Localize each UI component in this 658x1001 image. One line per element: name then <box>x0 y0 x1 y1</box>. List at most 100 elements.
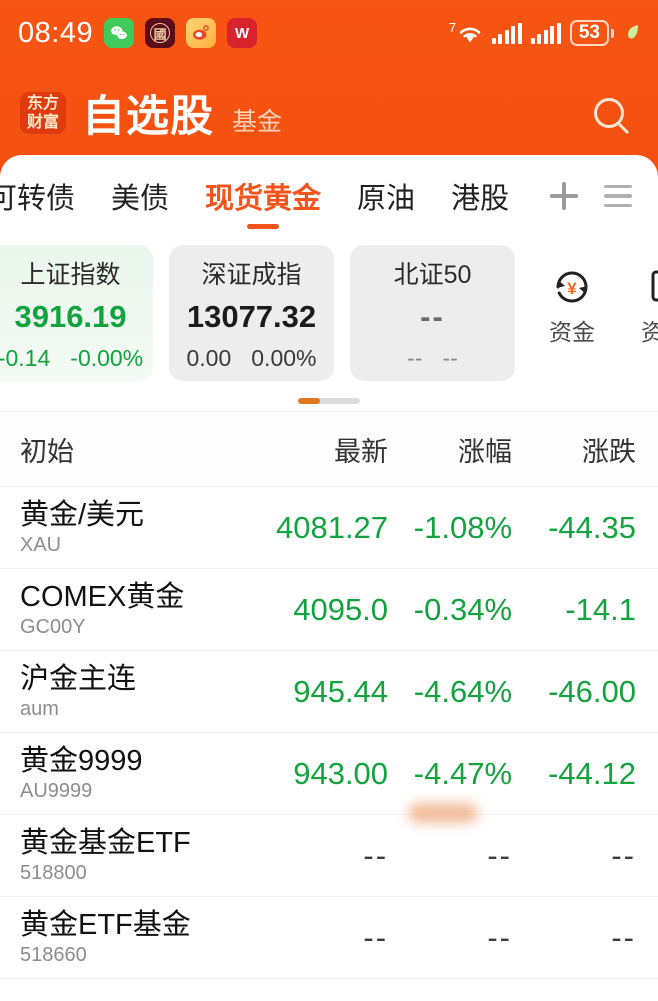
index-change: 0.00 <box>186 344 232 371</box>
row-name-group: 黄金基金ETF 518800 <box>0 826 264 885</box>
row-name: COMEX黄金 <box>20 581 185 613</box>
index-change: -- <box>407 344 423 371</box>
table-row[interactable]: COMEX黄金 GC00Y 4095.0 -0.34% -14.1 <box>0 569 658 651</box>
eastmoney-logo: 东方 财富 <box>20 92 66 134</box>
row-code: GC00Y <box>20 616 86 638</box>
row-code: XAU <box>20 534 62 556</box>
row-code: 518660 <box>20 944 87 966</box>
pager-track <box>298 398 360 404</box>
content-sheet: 可转债 美债 现货黄金 原油 港股 上证指数 3916.19 -0.14 -0.… <box>0 155 658 1001</box>
quick-action-label: 资金 <box>549 319 595 345</box>
menu-icon[interactable] <box>604 184 632 208</box>
row-code: aum <box>20 698 59 720</box>
tab-us-bonds[interactable]: 美债 <box>111 183 170 215</box>
search-button[interactable] <box>582 86 636 140</box>
row-change-val: -14.1 <box>565 591 636 627</box>
bank-app-icon: 國 <box>145 18 176 48</box>
logo-line-2: 财富 <box>26 114 59 131</box>
wps-icon: W <box>227 18 258 48</box>
row-latest: -- <box>363 919 389 955</box>
quick-action-funds[interactable]: ¥ 资金 <box>539 267 605 347</box>
row-change-pct: -0.34% <box>413 591 513 627</box>
table-header: 初始 最新 涨幅 涨跌 <box>0 411 658 487</box>
quick-actions: ¥ 资金 资讯 <box>539 245 658 347</box>
index-value: 13077.32 <box>186 298 317 334</box>
cards-pager[interactable] <box>0 391 658 411</box>
row-change-val: -44.12 <box>548 755 636 791</box>
row-latest: 943.00 <box>293 755 389 791</box>
row-change-val: -46.00 <box>548 673 636 709</box>
table-row[interactable]: 黄金9999 AU9999 943.00 -4.47% -44.12 <box>0 733 658 815</box>
quick-action-label: 资讯 <box>641 319 658 345</box>
app-header: 东方 财富 自选股 基金 <box>0 66 658 160</box>
row-change-val: -- <box>611 919 636 955</box>
row-name-group: 黄金/美元 XAU <box>0 498 264 557</box>
row-code: AU9999 <box>20 780 93 802</box>
fund-icon: ¥ <box>552 267 592 307</box>
row-code: 518800 <box>20 862 87 884</box>
row-name-group: 沪金主连 aum <box>0 662 264 721</box>
index-change-group: -0.14 -0.00% <box>0 345 143 372</box>
column-header-change-pct[interactable]: 涨幅 <box>458 436 513 467</box>
index-value: 3916.19 <box>14 298 127 334</box>
index-change-group: 0.00 0.00% <box>187 345 317 372</box>
table-row[interactable]: 沪金主连 aum 945.44 -4.64% -46.00 <box>0 651 658 733</box>
row-name: 黄金ETF基金 <box>20 909 191 941</box>
quick-action-news[interactable]: 资讯 <box>631 267 658 347</box>
table-row[interactable]: 黄金/美元 XAU 4081.27 -1.08% -44.35 <box>0 487 658 569</box>
row-name-group: 黄金9999 AU9999 <box>0 744 264 803</box>
row-change-pct: -1.08% <box>413 509 513 545</box>
row-name: 黄金基金ETF <box>20 827 191 859</box>
tab-convertible-bonds[interactable]: 可转债 <box>0 183 76 215</box>
battery-indicator: 53 <box>569 20 614 46</box>
index-name: 北证50 <box>393 260 472 289</box>
row-change-pct: -- <box>487 919 513 955</box>
tab-spot-gold[interactable]: 现货黄金 <box>187 155 339 237</box>
index-card-beijing50[interactable]: 北证50 -- -- -- <box>350 245 515 381</box>
row-latest: 945.44 <box>293 673 389 709</box>
status-clock: 08:49 <box>18 16 94 49</box>
index-name: 深证成指 <box>201 260 302 289</box>
index-card-shanghai[interactable]: 上证指数 3916.19 -0.14 -0.00% <box>0 245 153 381</box>
row-change-val: -- <box>611 837 636 873</box>
tab-hk-stocks[interactable]: 港股 <box>451 183 510 215</box>
index-value: -- <box>420 298 445 334</box>
row-latest: -- <box>363 837 389 873</box>
signal-bars-sim1 <box>491 22 522 44</box>
table-row[interactable]: 黄金ETF基金 518660 -- -- -- <box>0 897 658 979</box>
row-name-group: 黄金ETF基金 518660 <box>0 908 264 967</box>
signal-bars-sim2 <box>530 22 561 44</box>
news-icon <box>644 267 658 307</box>
battery-cap <box>611 28 614 38</box>
search-icon <box>594 98 624 128</box>
index-name: 上证指数 <box>20 260 121 289</box>
row-latest: 4095.0 <box>293 591 389 627</box>
add-tab-icon[interactable] <box>550 182 578 210</box>
column-header-latest[interactable]: 最新 <box>334 436 389 467</box>
row-change-pct: -- <box>487 837 513 873</box>
row-change-val: -44.35 <box>548 509 636 545</box>
pager-thumb <box>298 398 320 404</box>
row-name-group: COMEX黄金 GC00Y <box>0 580 264 639</box>
wifi-icon: 7 <box>449 20 483 44</box>
column-header-name[interactable]: 初始 <box>20 436 74 467</box>
row-name: 沪金主连 <box>20 663 137 695</box>
index-percent: -0.00% <box>70 344 144 371</box>
battery-level-label: 53 <box>569 20 609 46</box>
index-change: -0.14 <box>0 344 51 371</box>
fund-tab-label[interactable]: 基金 <box>232 108 283 136</box>
index-card-shenzhen[interactable]: 深证成指 13077.32 0.00 0.00% <box>169 245 334 381</box>
tab-crude-oil[interactable]: 原油 <box>357 183 416 215</box>
index-percent: 0.00% <box>251 344 317 371</box>
table-row[interactable]: 黄金基金ETF 518800 -- -- -- <box>0 803 658 897</box>
page-title: 自选股 <box>82 93 214 141</box>
logo-line-1: 东方 <box>26 95 59 112</box>
status-bar-right: 7 53 <box>449 20 640 46</box>
row-name: 黄金/美元 <box>20 499 145 531</box>
status-bar: 08:49 國 W <box>0 0 658 66</box>
svg-text:¥: ¥ <box>567 279 577 298</box>
status-bar-left: 08:49 國 W <box>18 16 258 50</box>
column-header-change-val[interactable]: 涨跌 <box>581 436 636 467</box>
index-change-group: -- -- <box>407 345 458 372</box>
